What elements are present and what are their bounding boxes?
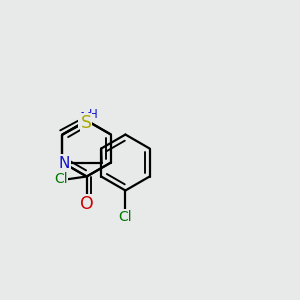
Text: Cl: Cl (118, 209, 132, 224)
Text: N: N (58, 156, 70, 171)
Text: S: S (80, 114, 92, 132)
Text: N: N (80, 112, 91, 127)
Text: O: O (80, 195, 94, 213)
Text: H: H (89, 108, 98, 121)
Text: Cl: Cl (54, 172, 68, 186)
